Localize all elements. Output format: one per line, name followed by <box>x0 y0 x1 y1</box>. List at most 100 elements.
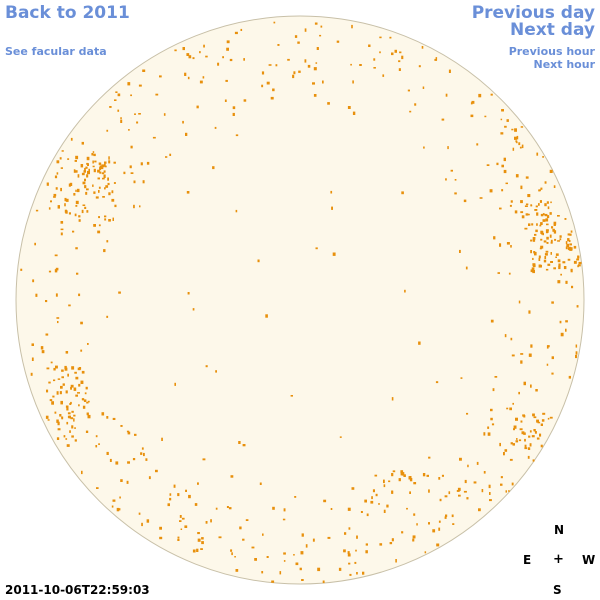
facula-spot <box>464 479 467 484</box>
facula-spot <box>101 412 105 416</box>
facula-spot <box>165 156 168 158</box>
facula-spot <box>528 310 531 314</box>
facula-spot <box>205 55 208 58</box>
facula-spot <box>97 230 101 234</box>
facula-spot <box>540 187 543 190</box>
facula-spot <box>511 354 515 357</box>
facula-spot <box>201 541 204 545</box>
facula-spot <box>98 162 102 165</box>
facula-spot <box>371 496 373 500</box>
facula-spot <box>438 527 441 531</box>
facula-spot <box>467 464 469 468</box>
facula-spot <box>428 522 430 525</box>
facula-spot <box>80 380 84 384</box>
facula-spot <box>392 470 396 473</box>
facula-spot <box>119 496 121 499</box>
facula-spot <box>283 552 286 555</box>
facula-spot <box>494 376 498 378</box>
facula-spot <box>232 106 236 110</box>
facula-spot <box>523 381 526 386</box>
facula-spot <box>74 439 77 442</box>
facula-spot <box>197 482 199 485</box>
facula-spot <box>60 400 63 405</box>
facula-spot <box>562 261 566 264</box>
facula-spot <box>53 367 56 371</box>
back-to-year-link[interactable]: Back to 2011 <box>5 3 130 23</box>
facula-spot <box>520 353 524 355</box>
facula-spot <box>50 361 53 364</box>
facula-spot <box>444 516 447 519</box>
facula-spot <box>549 212 552 215</box>
facula-spot <box>533 251 536 254</box>
next-day-link[interactable]: Next day <box>510 20 595 40</box>
facula-spot <box>522 414 525 417</box>
facula-spot <box>338 567 342 571</box>
facula-spot <box>169 497 172 501</box>
facula-spot <box>565 280 568 284</box>
facula-spot <box>401 55 404 60</box>
facula-spot <box>139 205 141 208</box>
facula-spot <box>35 293 38 297</box>
facula-spot <box>108 192 111 196</box>
facula-spot <box>196 105 199 109</box>
facula-spot <box>205 365 208 368</box>
facula-spot <box>87 170 90 175</box>
facula-spot <box>531 223 534 226</box>
facula-spot <box>210 519 212 523</box>
next-hour-link[interactable]: Next hour <box>533 58 596 71</box>
facula-spot <box>490 408 493 412</box>
facula-spot <box>566 243 570 248</box>
facula-spot <box>78 293 81 297</box>
see-facular-data-link[interactable]: See facular data <box>5 45 107 58</box>
facula-spot <box>339 436 342 438</box>
facula-spot <box>254 558 257 561</box>
facula-spot <box>400 470 404 474</box>
facula-spot <box>513 425 517 429</box>
previous-hour-link[interactable]: Previous hour <box>508 45 595 58</box>
facula-spot <box>529 430 532 433</box>
facula-spot <box>567 248 571 250</box>
facula-spot <box>551 372 554 375</box>
facula-spot <box>86 156 90 161</box>
facula-spot <box>316 47 319 50</box>
facula-spot <box>55 365 58 369</box>
facula-spot <box>521 144 524 149</box>
compass-south: S <box>553 583 562 597</box>
facula-spot <box>505 182 508 185</box>
facula-spot <box>531 435 535 438</box>
facula-spot <box>542 156 544 158</box>
facula-spot <box>379 36 382 39</box>
facula-spot <box>235 209 238 213</box>
facula-spot <box>416 523 418 526</box>
facula-spot <box>99 165 103 168</box>
facula-spot <box>65 438 68 440</box>
facula-spot <box>130 94 132 97</box>
facula-spot <box>98 443 100 445</box>
facula-spot <box>532 270 535 274</box>
facula-spot <box>56 172 59 175</box>
facula-spot <box>559 235 562 238</box>
compass-east: E <box>523 553 532 567</box>
facula-spot <box>491 423 495 426</box>
previous-day-link[interactable]: Previous day <box>471 3 595 23</box>
facula-spot <box>200 548 203 550</box>
facula-spot <box>545 229 549 233</box>
facula-spot <box>115 91 118 93</box>
facula-spot <box>545 218 549 222</box>
facula-spot <box>436 543 440 547</box>
facula-spot <box>406 507 408 510</box>
facula-spot <box>52 395 55 398</box>
facula-spot <box>74 160 77 162</box>
facula-spot <box>49 399 53 402</box>
facula-spot <box>243 58 245 61</box>
facula-spot <box>177 539 180 541</box>
facula-spot <box>67 373 69 377</box>
facula-spot <box>546 236 549 240</box>
facula-spot <box>174 49 177 52</box>
facula-spot <box>261 84 264 88</box>
facula-spot <box>497 272 500 274</box>
facula-spot <box>555 256 557 258</box>
facula-spot <box>322 580 325 584</box>
facula-spot <box>80 321 83 325</box>
facula-spot <box>549 234 552 238</box>
